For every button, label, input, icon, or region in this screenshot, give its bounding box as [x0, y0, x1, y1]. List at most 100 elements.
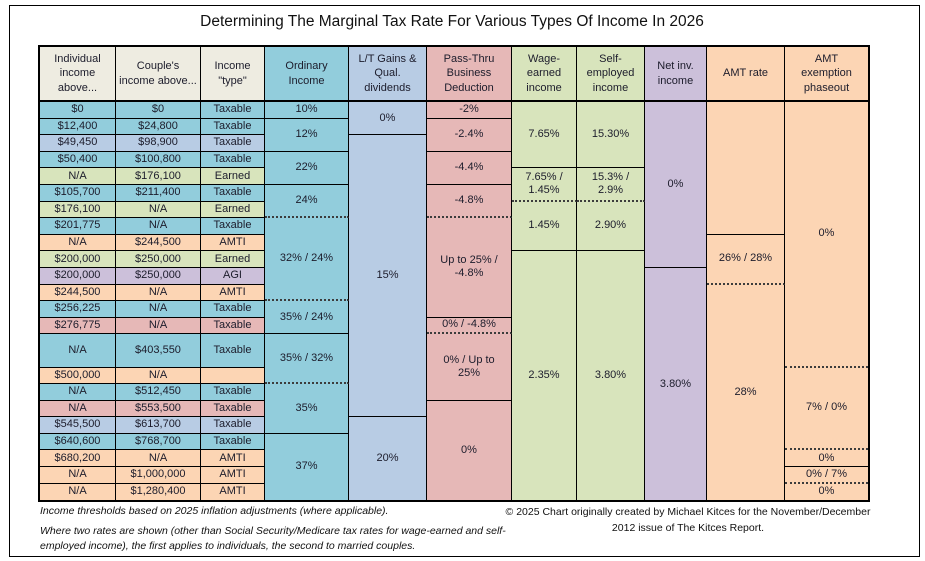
- rate-cell-lt-gains-1: 0%: [349, 102, 427, 136]
- rate-cell-ordinary-income-5: 32% / 24%: [265, 218, 349, 302]
- rate-cell-wage-earned-2: 7.65% / 1.45%: [512, 168, 577, 202]
- income-cell-individual-row-1: $0: [40, 102, 116, 119]
- column-header-income-type: Income "type": [201, 47, 265, 102]
- income-cell-couple-row-9: $244,500: [116, 234, 201, 252]
- income-cell-individual-row-16: $500,000: [40, 367, 116, 385]
- income-cell-couple-row-21: N/A: [116, 450, 201, 468]
- column-header-ordinary-income: Ordinary Income: [265, 47, 349, 102]
- income-cell-individual-row-19: $545,500: [40, 417, 116, 434]
- rate-cell-ordinary-income-3: 22%: [265, 151, 349, 185]
- income-cell-couple-row-10: $250,000: [116, 251, 201, 268]
- income-cell-couple-row-6: $211,400: [116, 184, 201, 202]
- income-cell-couple-row-8: N/A: [116, 218, 201, 235]
- income-cell-type-row-14: Taxable: [201, 317, 265, 335]
- rate-cell-ordinary-income-2: 12%: [265, 118, 349, 152]
- footnote-two-rates: Where two rates are shown (other than So…: [40, 525, 506, 553]
- income-cell-couple-row-13: N/A: [116, 301, 201, 318]
- rate-cell-pass-thru-7: 0% / Up to 25%: [427, 334, 512, 401]
- column-header-individual-income-above: Individual income above...: [40, 47, 116, 102]
- income-cell-individual-row-21: $680,200: [40, 450, 116, 468]
- rate-cell-ordinary-income-6: 35% / 24%: [265, 301, 349, 335]
- rate-cell-amt-exemption-2: 7% / 0%: [785, 367, 868, 451]
- income-cell-couple-row-22: $1,000,000: [116, 467, 201, 484]
- income-cell-type-row-20: Taxable: [201, 433, 265, 451]
- income-cell-individual-row-22: N/A: [40, 467, 116, 484]
- income-cell-individual-row-6: $105,700: [40, 184, 116, 202]
- income-cell-type-row-7: Earned: [201, 201, 265, 219]
- rate-cell-amt-rate-1: [707, 102, 785, 235]
- rate-cell-pass-thru-6: 0% / -4.8%: [427, 317, 512, 335]
- rate-cell-lt-gains-2: 15%: [349, 135, 427, 418]
- income-cell-type-row-2: Taxable: [201, 118, 265, 136]
- income-cell-couple-row-20: $768,700: [116, 433, 201, 451]
- column-header-net-inv-income: Net inv. income: [645, 47, 707, 102]
- income-cell-couple-row-2: $24,800: [116, 118, 201, 136]
- rate-cell-pass-thru-4: -4.8%: [427, 184, 512, 219]
- rate-cell-self-employed-1: 15.30%: [577, 102, 645, 169]
- income-cell-couple-row-16: N/A: [116, 367, 201, 385]
- income-cell-individual-row-3: $49,450: [40, 135, 116, 152]
- income-cell-individual-row-11: $200,000: [40, 267, 116, 285]
- income-cell-individual-row-9: N/A: [40, 234, 116, 252]
- column-header-pass-thru-business-deduction: Pass-Thru Business Deduction: [427, 47, 512, 102]
- rate-cell-lt-gains-3: 20%: [349, 417, 427, 501]
- income-cell-couple-row-15: $403,550: [116, 334, 201, 368]
- income-cell-type-row-21: AMTI: [201, 450, 265, 468]
- income-cell-type-row-15: Taxable: [201, 334, 265, 368]
- column-header-self-employed-income: Self- employed income: [577, 47, 645, 102]
- income-cell-type-row-9: AMTI: [201, 234, 265, 252]
- income-cell-couple-row-11: $250,000: [116, 267, 201, 285]
- income-cell-individual-row-17: N/A: [40, 384, 116, 401]
- income-cell-type-row-1: Taxable: [201, 102, 265, 119]
- income-cell-type-row-18: Taxable: [201, 400, 265, 418]
- income-cell-individual-row-2: $12,400: [40, 118, 116, 136]
- rate-cell-pass-thru-2: -2.4%: [427, 118, 512, 152]
- income-cell-individual-row-7: $176,100: [40, 201, 116, 219]
- income-cell-type-row-16: [201, 367, 265, 385]
- rate-cell-self-employed-4: 3.80%: [577, 251, 645, 501]
- income-cell-individual-row-4: $50,400: [40, 151, 116, 169]
- income-cell-individual-row-15: N/A: [40, 334, 116, 368]
- rate-cell-net-inv-2: 3.80%: [645, 267, 707, 501]
- income-cell-individual-row-20: $640,600: [40, 433, 116, 451]
- income-cell-couple-row-18: $553,500: [116, 400, 201, 418]
- income-cell-type-row-17: Taxable: [201, 384, 265, 401]
- rate-cell-amt-rate-2: 26% / 28%: [707, 234, 785, 285]
- income-cell-couple-row-1: $0: [116, 102, 201, 119]
- rate-cell-pass-thru-1: -2%: [427, 102, 512, 119]
- rate-cell-ordinary-income-1: 10%: [265, 102, 349, 119]
- rate-cell-pass-thru-8: 0%: [427, 400, 512, 501]
- chart-title: Determining The Marginal Tax Rate For Va…: [200, 13, 704, 30]
- income-cell-type-row-10: Earned: [201, 251, 265, 268]
- tax-table: Individual income above... Couple's incom…: [38, 45, 870, 503]
- copyright-credit: © 2025 Chart originally created by Micha…: [505, 506, 871, 534]
- income-cell-couple-row-7: N/A: [116, 201, 201, 219]
- rate-cell-ordinary-income-4: 24%: [265, 184, 349, 219]
- rate-cell-self-employed-3: 2.90%: [577, 201, 645, 252]
- income-cell-type-row-4: Taxable: [201, 151, 265, 169]
- income-cell-individual-row-10: $200,000: [40, 251, 116, 268]
- income-cell-couple-row-12: N/A: [116, 284, 201, 302]
- column-header-wage-earned-income: Wage- earned income: [512, 47, 577, 102]
- income-cell-individual-row-5: N/A: [40, 168, 116, 185]
- income-cell-individual-row-12: $244,500: [40, 284, 116, 302]
- income-cell-individual-row-23: N/A: [40, 483, 116, 501]
- income-cell-type-row-5: Earned: [201, 168, 265, 185]
- income-cell-couple-row-19: $613,700: [116, 417, 201, 434]
- rate-cell-wage-earned-3: 1.45%: [512, 201, 577, 252]
- income-cell-individual-row-18: N/A: [40, 400, 116, 418]
- income-cell-type-row-19: Taxable: [201, 417, 265, 434]
- rate-cell-pass-thru-5: Up to 25% / -4.8%: [427, 218, 512, 318]
- column-header-amt-rate: AMT rate: [707, 47, 785, 102]
- income-cell-couple-row-5: $176,100: [116, 168, 201, 185]
- column-header-lt-gains-qual-dividends: L/T Gains & Qual. dividends: [349, 47, 427, 102]
- rate-cell-ordinary-income-7: 35% / 32%: [265, 334, 349, 385]
- rate-cell-ordinary-income-8: 35%: [265, 384, 349, 434]
- income-cell-couple-row-17: $512,450: [116, 384, 201, 401]
- rate-cell-amt-exemption-4: 0% / 7%: [785, 467, 868, 484]
- income-cell-couple-row-14: N/A: [116, 317, 201, 335]
- rate-cell-wage-earned-4: 2.35%: [512, 251, 577, 501]
- income-cell-couple-row-3: $98,900: [116, 135, 201, 152]
- income-cell-individual-row-14: $276,775: [40, 317, 116, 335]
- income-cell-type-row-22: AMTI: [201, 467, 265, 484]
